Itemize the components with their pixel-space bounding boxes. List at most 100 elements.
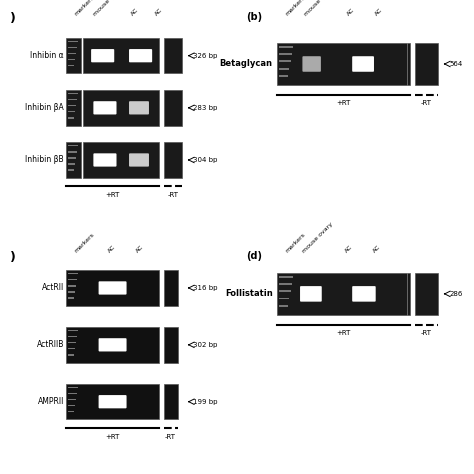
Bar [68,297,74,299]
Bar [279,298,290,300]
Bar [164,38,182,73]
FancyBboxPatch shape [99,338,127,352]
Text: +RT: +RT [105,434,119,440]
Bar [164,90,182,126]
Bar [68,157,76,158]
Bar [164,384,178,419]
Text: 199 bp: 199 bp [193,399,218,405]
Bar [279,75,288,77]
Bar [68,348,75,349]
Bar [68,59,75,60]
Bar [279,276,293,278]
Text: +RT: +RT [337,330,351,337]
Bar [279,53,292,55]
Text: ActRII: ActRII [42,283,64,292]
Bar [279,46,293,48]
Bar [68,405,75,406]
FancyBboxPatch shape [91,49,114,63]
FancyBboxPatch shape [352,56,374,72]
Text: markers: markers [284,0,306,17]
Text: AC: AC [130,7,140,17]
Bar [68,330,78,331]
FancyBboxPatch shape [129,101,149,115]
Bar [66,270,159,306]
Text: -RT: -RT [421,100,432,106]
Text: mouse ovary: mouse ovary [303,0,336,17]
Bar [415,43,438,85]
Text: Inhibin α: Inhibin α [30,51,64,60]
Text: 283 bp: 283 bp [193,105,218,111]
Bar [279,68,290,70]
Text: +RT: +RT [105,192,119,198]
Text: -RT: -RT [421,330,432,337]
Bar [68,93,78,94]
Text: +RT: +RT [337,100,351,106]
FancyBboxPatch shape [129,154,149,167]
Bar [83,90,159,126]
Bar [66,384,159,419]
Text: markers: markers [73,232,95,254]
Text: ): ) [9,251,15,264]
Text: ActRIIB: ActRIIB [36,340,64,349]
Bar [66,142,81,178]
FancyBboxPatch shape [93,154,117,167]
Bar [415,273,438,315]
Bar [68,285,76,286]
Text: -RT: -RT [165,434,176,440]
Bar [164,327,178,363]
FancyBboxPatch shape [93,101,117,115]
Bar [68,117,74,118]
Bar [68,411,74,412]
Bar [68,399,76,400]
Text: AC: AC [346,7,356,17]
Text: mouse ovary: mouse ovary [92,0,125,17]
Bar [68,111,75,112]
Bar [68,99,77,100]
Bar [68,342,76,343]
Bar [164,270,178,306]
Text: ): ) [9,12,15,25]
Text: mouse ovary: mouse ovary [301,221,334,254]
Bar [68,354,74,356]
Bar [68,41,78,42]
Bar [68,387,78,388]
Text: 564: 564 [449,61,463,67]
Bar [68,291,75,292]
Text: 316 bp: 316 bp [193,285,218,291]
Bar [277,273,410,315]
Bar [83,38,159,73]
Bar [66,38,81,73]
Bar [68,169,74,171]
Text: (d): (d) [246,251,263,261]
FancyBboxPatch shape [99,395,127,409]
Text: Betaglycan: Betaglycan [219,60,273,68]
Text: AC: AC [154,7,164,17]
Bar [68,145,78,146]
Bar [68,105,76,107]
Text: AC: AC [372,244,382,254]
Text: AMPRII: AMPRII [37,397,64,406]
Text: AC: AC [374,7,384,17]
FancyBboxPatch shape [352,286,376,301]
Bar [164,142,182,178]
Text: 286: 286 [449,291,463,297]
Bar [68,163,75,164]
Text: AC: AC [344,244,353,254]
Bar [279,305,288,307]
Bar [68,46,77,48]
Text: 304 bp: 304 bp [193,157,218,163]
FancyBboxPatch shape [99,282,127,295]
Bar [68,53,76,55]
Text: AC: AC [135,244,145,254]
FancyBboxPatch shape [302,56,321,72]
Bar [68,336,77,337]
Text: AC: AC [107,244,116,254]
Bar [277,43,410,85]
Bar [68,392,77,394]
Bar [66,327,159,363]
Bar [68,65,74,66]
Bar [68,151,77,153]
Bar [66,90,81,126]
Text: (b): (b) [246,12,263,22]
Text: -RT: -RT [167,192,179,198]
